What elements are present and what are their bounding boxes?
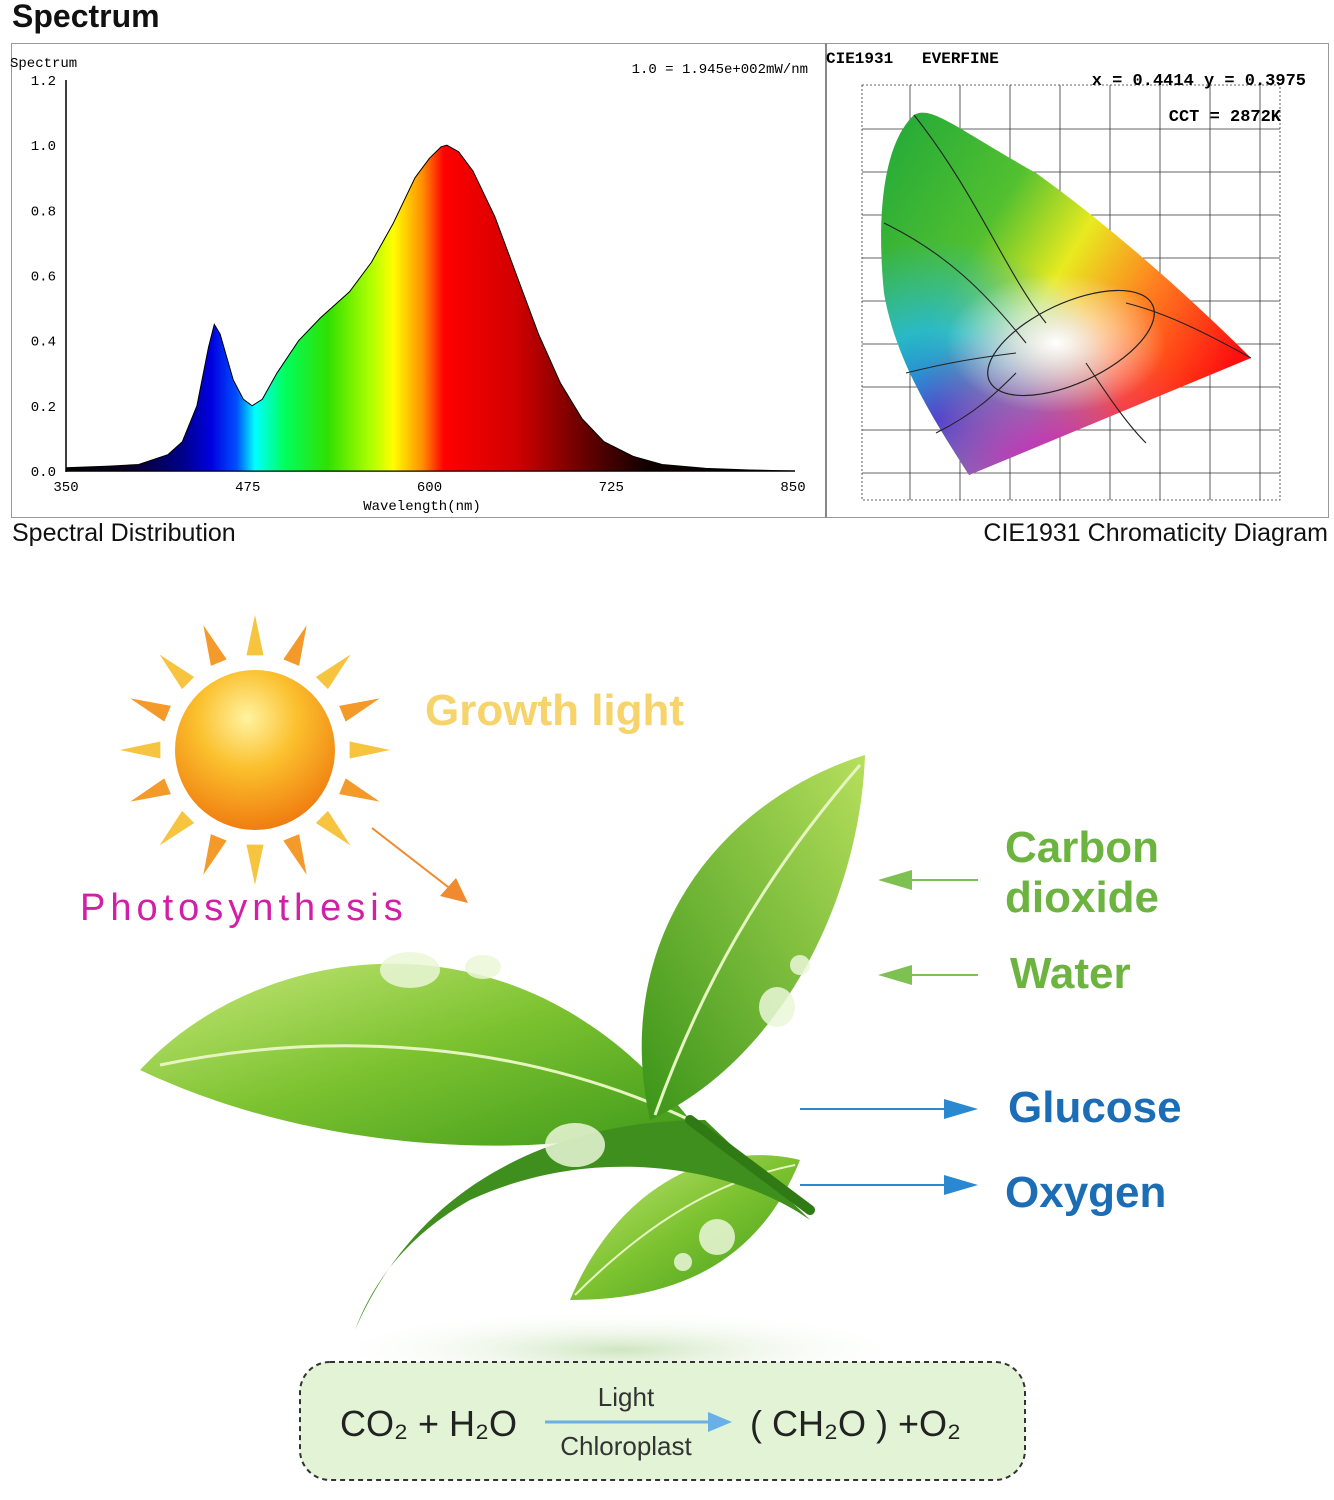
cie-cct: CCT = 2872K: [1169, 108, 1282, 127]
equation-reactants: CO₂ + H₂O: [340, 1403, 517, 1444]
input-arrows: [878, 870, 978, 985]
divider: [825, 43, 827, 518]
sun-ray: [130, 778, 171, 802]
oxygen-label: Oxygen: [1005, 1168, 1166, 1217]
sun-ray: [283, 834, 307, 875]
spectrum-area: [65, 144, 794, 472]
x-tick-label: 725: [599, 480, 624, 496]
output-arrows: [800, 1099, 978, 1195]
photosynthesis-label: Photosynthesis: [80, 887, 408, 929]
page-title: Spectrum: [12, 0, 160, 34]
x-tick-label: 850: [780, 480, 805, 496]
x-tick-label: 475: [235, 480, 260, 496]
x-tick-label: 350: [53, 480, 78, 496]
sun-ray: [315, 654, 351, 690]
dioxide-label: dioxide: [1005, 873, 1159, 922]
sun-ray: [159, 810, 195, 846]
y-tick-label: 1.0: [31, 139, 56, 155]
sun-ray: [339, 778, 380, 802]
y-tick-label: 0.4: [31, 335, 56, 351]
cie-header: CIE1931 EVERFINE: [826, 50, 999, 68]
equation-products: ( CH₂O ) +O₂: [750, 1403, 961, 1444]
spectrum-chart: Spectrum 1.0 = 1.945e+002mW/nm 0.0 0.2 0.4…: [10, 56, 808, 515]
sun-ray: [203, 625, 227, 666]
sun-ray: [130, 698, 171, 722]
sun-ray: [283, 625, 307, 666]
sun-ray: [349, 741, 390, 759]
y-tick-label: 1.2: [31, 74, 56, 90]
carbon-label: Carbon: [1005, 823, 1159, 872]
sun-ray: [246, 615, 264, 656]
light-arrow-head: [440, 878, 468, 903]
chart-title: Spectrum: [10, 56, 77, 72]
equation-light: Light: [598, 1382, 655, 1412]
equation-chloroplast: Chloroplast: [560, 1431, 692, 1461]
light-arrow: [371, 827, 453, 891]
reaction-arrow-icon: [708, 1412, 732, 1432]
chart-frame: [11, 43, 1329, 518]
cie-coordinates: x = 0.4414 y = 0.3975: [1092, 72, 1306, 91]
x-tick-label: 600: [417, 480, 442, 496]
sun-ray: [339, 698, 380, 722]
water-label: Water: [1010, 949, 1131, 998]
cie-horseshoe: [881, 112, 1252, 475]
y-tick-label: 0.8: [31, 204, 56, 220]
sun-ray: [120, 741, 161, 759]
glucose-label: Glucose: [1008, 1083, 1182, 1132]
growth-light-label: Growth light: [425, 686, 684, 735]
equation-box: CO₂ + H₂O Light Chloroplast ( CH₂O ) +O₂: [299, 1361, 1026, 1481]
y-tick-label: 0.0: [31, 465, 56, 481]
sun-ray: [159, 654, 195, 690]
sun-ray: [246, 844, 264, 885]
sun-icon: [120, 615, 390, 885]
y-tick-label: 0.2: [31, 400, 56, 416]
y-tick-label: 0.6: [31, 270, 56, 286]
cie-diagram: CIE1931 EVERFINE x = 0.4414 y = 0.3975 C…: [826, 50, 1306, 501]
chart-annotation: 1.0 = 1.945e+002mW/nm: [632, 62, 808, 78]
sun-ray: [315, 810, 351, 846]
caption-spectral-distribution: Spectral Distribution: [12, 519, 236, 547]
x-axis-label: Wavelength(nm): [363, 499, 481, 515]
caption-cie-diagram: CIE1931 Chromaticity Diagram: [983, 519, 1328, 547]
sun-ray: [203, 834, 227, 875]
photosynthesis-diagram: Growth light Photosynthesis Carbon dioxi…: [80, 615, 1182, 1481]
leaves-illustration: [140, 755, 865, 1330]
